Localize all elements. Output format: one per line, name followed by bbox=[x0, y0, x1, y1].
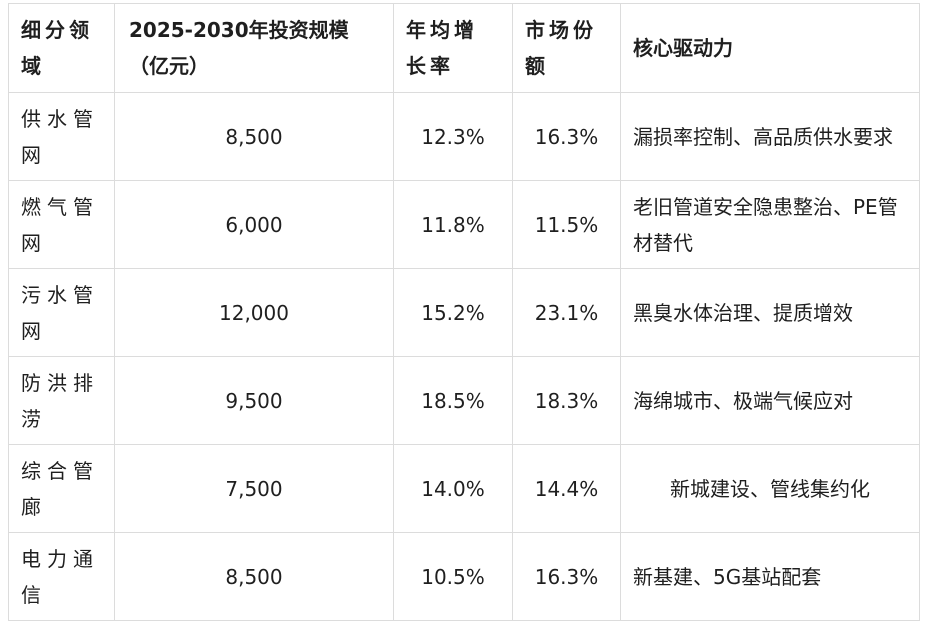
cell-driver: 老旧管道安全隐患整治、PE管材替代 bbox=[620, 180, 920, 269]
cell-segment: 供水管网 bbox=[8, 92, 115, 181]
cell-driver: 海绵城市、极端气候应对 bbox=[620, 356, 920, 445]
cell-cagr: 18.5% bbox=[393, 356, 513, 445]
cell-investment: 6,000 bbox=[114, 180, 394, 269]
segment-investment-table: 细分领域 2025-2030年投资规模（亿元） 年均增长率 市场份额 核心驱动力… bbox=[8, 3, 920, 621]
cell-investment: 8,500 bbox=[114, 92, 394, 181]
cell-share: 16.3% bbox=[512, 92, 621, 181]
table-body: 供水管网 8,500 12.3% 16.3% 漏损率控制、高品质供水要求 燃气管… bbox=[8, 92, 920, 621]
table-row: 燃气管网 6,000 11.8% 11.5% 老旧管道安全隐患整治、PE管材替代 bbox=[8, 180, 920, 269]
cell-share: 14.4% bbox=[512, 444, 621, 533]
cell-cagr: 12.3% bbox=[393, 92, 513, 181]
cell-cagr: 14.0% bbox=[393, 444, 513, 533]
table-row: 供水管网 8,500 12.3% 16.3% 漏损率控制、高品质供水要求 bbox=[8, 92, 920, 181]
cell-segment: 防洪排涝 bbox=[8, 356, 115, 445]
header-row: 细分领域 2025-2030年投资规模（亿元） 年均增长率 市场份额 核心驱动力 bbox=[8, 3, 920, 93]
header-cagr: 年均增长率 bbox=[393, 3, 513, 93]
header-investment: 2025-2030年投资规模（亿元） bbox=[114, 3, 394, 93]
table-row: 防洪排涝 9,500 18.5% 18.3% 海绵城市、极端气候应对 bbox=[8, 356, 920, 445]
cell-share: 16.3% bbox=[512, 532, 621, 621]
cell-share: 11.5% bbox=[512, 180, 621, 269]
cell-driver: 新基建、5G基站配套 bbox=[620, 532, 920, 621]
cell-segment: 污水管网 bbox=[8, 268, 115, 357]
header-driver: 核心驱动力 bbox=[620, 3, 920, 93]
cell-driver: 黑臭水体治理、提质增效 bbox=[620, 268, 920, 357]
table-header: 细分领域 2025-2030年投资规模（亿元） 年均增长率 市场份额 核心驱动力 bbox=[8, 3, 920, 93]
table-row: 污水管网 12,000 15.2% 23.1% 黑臭水体治理、提质增效 bbox=[8, 268, 920, 357]
cell-investment: 8,500 bbox=[114, 532, 394, 621]
cell-share: 18.3% bbox=[512, 356, 621, 445]
header-share: 市场份额 bbox=[512, 3, 621, 93]
cell-driver: 新城建设、管线集约化 bbox=[620, 444, 920, 533]
data-table-container: 细分领域 2025-2030年投资规模（亿元） 年均增长率 市场份额 核心驱动力… bbox=[8, 3, 920, 621]
cell-cagr: 10.5% bbox=[393, 532, 513, 621]
cell-cagr: 11.8% bbox=[393, 180, 513, 269]
cell-cagr: 15.2% bbox=[393, 268, 513, 357]
cell-investment: 12,000 bbox=[114, 268, 394, 357]
table-row: 电力通信 8,500 10.5% 16.3% 新基建、5G基站配套 bbox=[8, 532, 920, 621]
header-segment: 细分领域 bbox=[8, 3, 115, 93]
cell-segment: 综合管廊 bbox=[8, 444, 115, 533]
cell-share: 23.1% bbox=[512, 268, 621, 357]
cell-investment: 9,500 bbox=[114, 356, 394, 445]
cell-investment: 7,500 bbox=[114, 444, 394, 533]
cell-segment: 燃气管网 bbox=[8, 180, 115, 269]
cell-segment: 电力通信 bbox=[8, 532, 115, 621]
table-row: 综合管廊 7,500 14.0% 14.4% 新城建设、管线集约化 bbox=[8, 444, 920, 533]
cell-driver: 漏损率控制、高品质供水要求 bbox=[620, 92, 920, 181]
